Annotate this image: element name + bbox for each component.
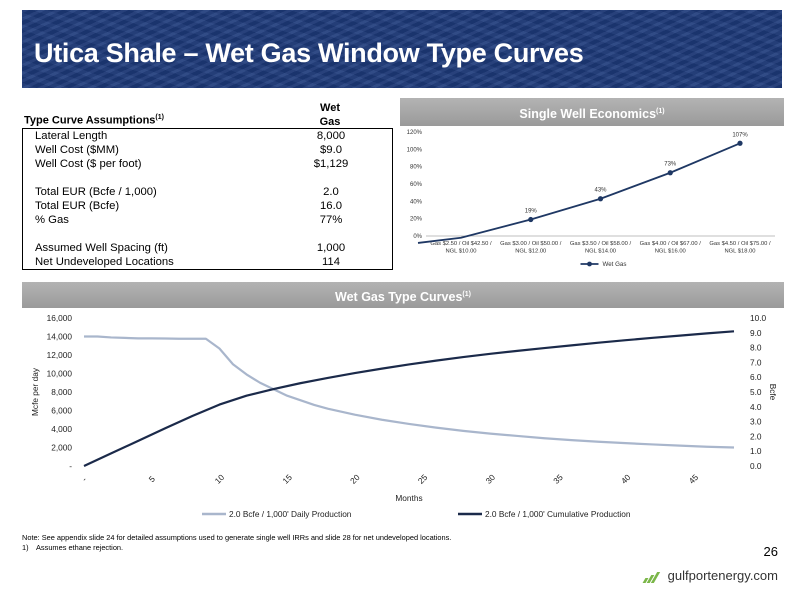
x-tick-label: -	[79, 474, 88, 483]
left-axis-tick-label: 8,000	[51, 387, 72, 397]
assumptions-header: Type Curve Assumptions(1) Wet Gas	[22, 98, 393, 129]
title-banner: Utica Shale – Wet Gas Window Type Curves	[22, 10, 782, 88]
x-tick-label: 15	[280, 472, 294, 486]
x-tick-label: NGL $18.00	[724, 249, 755, 255]
right-axis-tick-label: 8.0	[750, 343, 762, 353]
right-axis-tick-label: 7.0	[750, 357, 762, 367]
footnote-1: 1) Assumes ethane rejection.	[22, 543, 124, 552]
series-line-cumulative-production	[83, 330, 735, 467]
x-tick-label: 20	[348, 472, 362, 486]
left-axis-tick-label: 16,000	[47, 313, 73, 323]
x-tick-label: 45	[687, 472, 701, 486]
table-row: % Gas 77%	[35, 214, 343, 226]
page-title: Utica Shale – Wet Gas Window Type Curves	[34, 38, 584, 68]
x-tick-label: 35	[551, 472, 565, 486]
right-axis-tick-label: 1.0	[750, 446, 762, 456]
data-point	[737, 140, 743, 146]
table-row: Well Cost ($ per foot) $1,129	[35, 158, 349, 170]
x-tick-label: 30	[483, 472, 497, 486]
assumptions-header-label: Type Curve Assumptions(1)	[24, 114, 164, 127]
y-tick-label: 40%	[410, 199, 423, 205]
table-row: Net Undeveloped Locations 114	[35, 256, 340, 268]
data-point	[528, 216, 534, 223]
right-axis-tick-label: 9.0	[750, 328, 762, 338]
y-tick-label: 100%	[407, 147, 423, 153]
assumptions-table: Type Curve Assumptions(1) Wet Gas Latera…	[22, 98, 393, 270]
x-tick-label: NGL $16.00	[655, 249, 686, 255]
x-tick-label: Gas $3.00 / Oil $50.00 /	[500, 241, 562, 247]
x-axis-label: Months	[395, 493, 422, 503]
data-label: 107%	[732, 132, 748, 138]
right-axis-tick-label: 0.0	[750, 461, 762, 471]
assumptions-body: Lateral Length 8,000 Well Cost ($MM) $9.0 …	[22, 129, 393, 270]
y-tick-label: 20%	[410, 217, 423, 223]
right-axis-tick-label: 5.0	[750, 387, 762, 397]
table-row: Lateral Length 8,000	[35, 130, 346, 142]
x-tick-label: Gas $3.50 / Oil $58.00 /	[570, 241, 632, 247]
x-tick-label: 10	[213, 472, 227, 486]
table-row: Total EUR (Bcfe / 1,000) 2.0	[35, 186, 339, 198]
logo-text: gulfportenergy.com	[667, 568, 778, 583]
right-axis-tick-label: 6.0	[750, 372, 762, 382]
x-tick-label: Gas $4.00 / Oil $67.00 /	[640, 241, 702, 247]
data-label: 73%	[664, 162, 677, 168]
y-tick-label: 0%	[413, 234, 422, 240]
logo-mark-icon	[642, 569, 662, 583]
y-tick-label: 120%	[407, 130, 423, 136]
x-tick-label: Gas $4.50 / Oil $75.00 /	[709, 241, 771, 247]
series-line-daily-production	[84, 335, 735, 449]
left-axis-tick-label: 6,000	[51, 406, 72, 416]
company-logo: gulfportenergy.com	[642, 568, 778, 583]
data-point	[667, 170, 673, 176]
x-tick-label: 40	[619, 472, 633, 486]
legend-label: 2.0 Bcfe / 1,000' Cumulative Production	[485, 509, 631, 519]
wet-gas-type-curves-chart: - 2,000 4,000 6,000 8,000 10,000 12,000 14,000 1…	[30, 313, 778, 519]
y2-axis-label: Bcfe	[768, 384, 778, 401]
table-row: Well Cost ($MM) $9.0	[35, 144, 342, 156]
page-number: 26	[763, 544, 778, 559]
right-axis-tick-label: 4.0	[750, 402, 762, 412]
left-axis-tick-label: 2,000	[51, 443, 72, 453]
x-tick-label: 5	[147, 474, 158, 485]
left-axis-tick-label: -	[69, 461, 72, 471]
series-line-wet-gas	[417, 142, 741, 244]
x-tick-label: NGL $10.00	[445, 249, 476, 255]
right-axis-tick-label: 3.0	[750, 417, 762, 427]
single-well-economics-chart: 0% 20% 40% 60% 80% 100% 120% Gas $2.50 / Oil $4…	[407, 130, 775, 268]
legend-label: 2.0 Bcfe / 1,000' Daily Production	[229, 509, 352, 519]
data-point	[597, 196, 604, 202]
left-axis-tick-label: 12,000	[47, 350, 73, 360]
column-header-wet-gas: Wet Gas	[319, 102, 341, 128]
left-axis-tick-label: 14,000	[47, 332, 73, 342]
y-tick-label: 80%	[410, 165, 423, 171]
y-axis-label: Mcfe per day	[30, 367, 40, 416]
left-axis-tick-label: 4,000	[51, 424, 72, 434]
economics-title: Single Well Economics(1)	[400, 98, 784, 126]
x-tick-label: 25	[416, 472, 430, 486]
left-axis-tick-label: 10,000	[47, 369, 73, 379]
y-tick-label: 60%	[410, 182, 423, 188]
legend-label: Wet Gas	[603, 261, 627, 268]
right-axis-tick-label: 2.0	[750, 431, 762, 441]
type-curves-title: Wet Gas Type Curves(1)	[22, 282, 784, 308]
x-tick-label: NGL $12.00	[515, 249, 546, 255]
x-tick-label: NGL $14.00	[585, 249, 616, 255]
x-tick-label: Gas $2.50 / Oil $42.50 /	[430, 241, 492, 247]
data-label: 43%	[594, 188, 607, 194]
right-axis-tick-label: 10.0	[750, 313, 767, 323]
data-label: 19%	[525, 209, 538, 215]
table-row: Total EUR (Bcfe) 16.0	[35, 200, 342, 212]
table-row: Assumed Well Spacing (ft) 1,000	[35, 242, 346, 254]
legend-marker	[587, 261, 592, 267]
footnote-note: Note: See appendix slide 24 for detailed…	[22, 533, 452, 542]
